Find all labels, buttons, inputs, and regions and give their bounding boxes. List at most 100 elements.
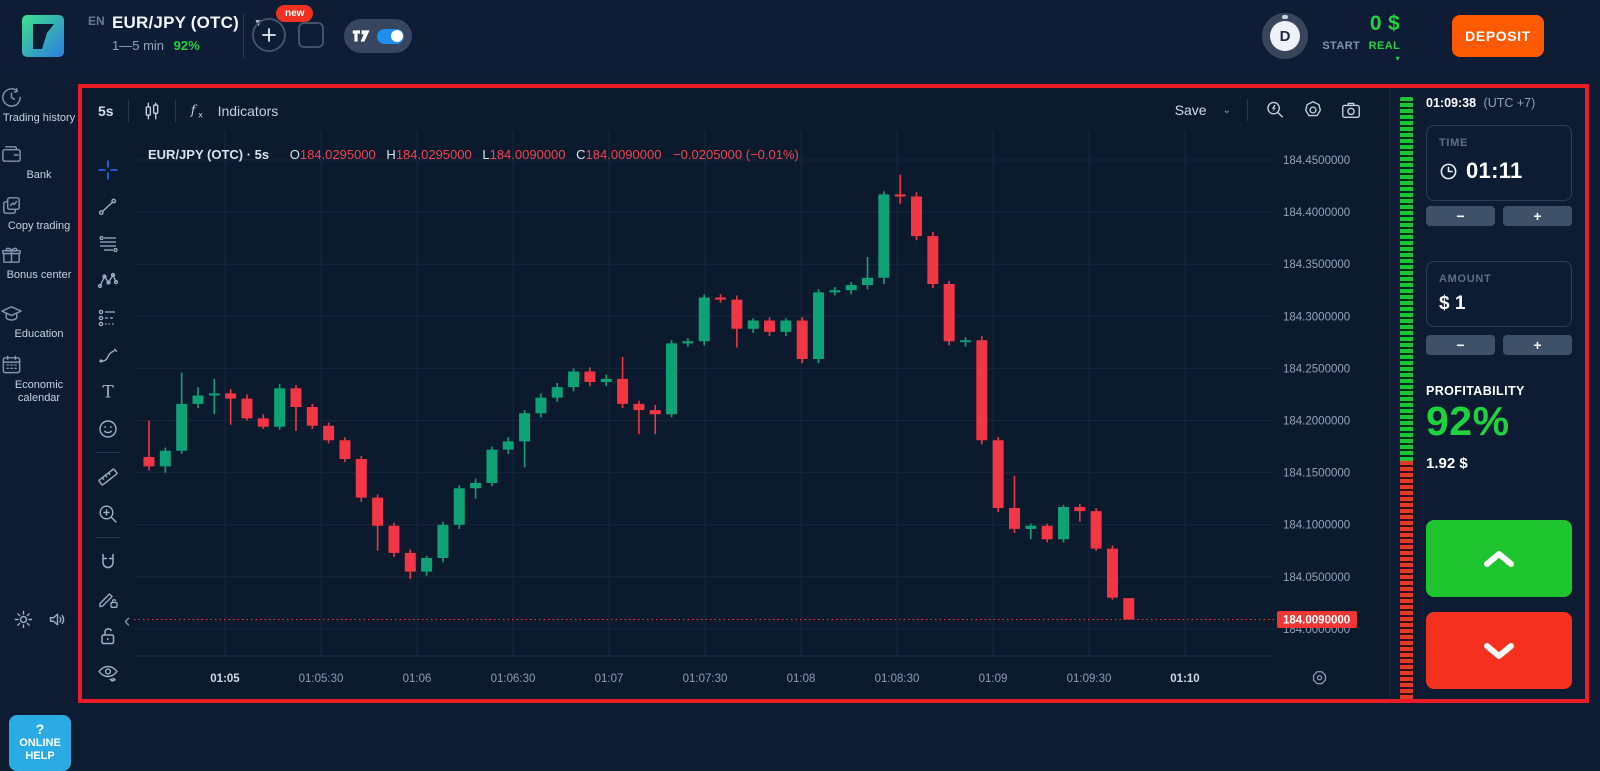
- toolbar-collapse-chevron[interactable]: ‹: [124, 611, 131, 632]
- ruler-tool-button[interactable]: [90, 458, 126, 495]
- svg-text:01:10: 01:10: [1170, 673, 1199, 685]
- sound-button[interactable]: [47, 609, 68, 630]
- tradingview-chart-toggle[interactable]: [344, 19, 412, 53]
- svg-text:01:08: 01:08: [787, 673, 816, 685]
- timescale-settings-button[interactable]: [1310, 669, 1329, 688]
- sidebar-item-bank[interactable]: Bank: [0, 143, 78, 182]
- crosshair-tool-button[interactable]: [90, 151, 126, 188]
- chart-settings-button[interactable]: [1302, 99, 1324, 121]
- legend-high-value: 184.0295000: [395, 147, 472, 162]
- magnet-tool-button[interactable]: [90, 543, 126, 580]
- time-decrease-button[interactable]: −: [1426, 206, 1495, 226]
- amount-decrease-button[interactable]: −: [1426, 335, 1495, 355]
- account-switcher[interactable]: 0 $ START REAL ▾: [1320, 12, 1400, 64]
- topbar-divider: [243, 14, 244, 58]
- ohlc-legend[interactable]: EUR/JPY (OTC) · 5s O184.0295000 H184.029…: [148, 147, 799, 162]
- legend-high-label: H: [386, 147, 396, 162]
- time-card[interactable]: TIME 01:11: [1426, 125, 1572, 201]
- avatar[interactable]: D: [1262, 13, 1308, 59]
- xabcd-pattern-icon: [97, 272, 119, 288]
- amount-increase-button[interactable]: +: [1503, 335, 1572, 355]
- save-button[interactable]: Save: [1174, 102, 1207, 118]
- svg-text:01:05: 01:05: [210, 673, 240, 685]
- svg-text:01:09:30: 01:09:30: [1067, 673, 1112, 685]
- brush-icon: [99, 348, 118, 363]
- forecast-tool-button[interactable]: [90, 299, 126, 336]
- help-label-line1: ONLINE: [19, 737, 61, 749]
- settings-hexagon-icon: [1304, 101, 1322, 117]
- sidebar: Trading history Bank Copy trading Bonus …: [0, 72, 78, 771]
- profitability-value: 92%: [1426, 398, 1510, 444]
- app-logo[interactable]: [22, 15, 64, 57]
- forecast-icon: [98, 309, 115, 326]
- zoom-in-tool-button[interactable]: [90, 495, 126, 532]
- online-help-button[interactable]: ? ONLINE HELP: [9, 715, 71, 771]
- camera-icon: [1342, 102, 1360, 119]
- hide-drawings-tool-button[interactable]: [90, 654, 126, 691]
- svg-text:184.4500000: 184.4500000: [1283, 155, 1350, 167]
- save-chevron-down-icon[interactable]: ⌄: [1222, 104, 1231, 116]
- settings-button[interactable]: [13, 609, 34, 630]
- emoji-tool-button[interactable]: [90, 410, 126, 447]
- interval-button[interactable]: 5s: [98, 103, 114, 119]
- put-down-button[interactable]: [1426, 612, 1572, 689]
- pattern-tool-button[interactable]: [90, 262, 126, 299]
- svg-text:01:07:30: 01:07:30: [683, 673, 728, 685]
- screenshot-button[interactable]: [1340, 99, 1362, 121]
- chart-type-button[interactable]: [141, 100, 163, 122]
- trade-panel: 01:09:38 (UTC +7) TIME 01:11 − + AMOUNT …: [1390, 85, 1588, 703]
- zoom-in-icon: [99, 504, 117, 523]
- settings-octagon-icon: [1312, 671, 1327, 685]
- pair-selector[interactable]: EUR/JPY (OTC) ▼ 1—5 min 92%: [112, 13, 263, 53]
- deposit-button[interactable]: DEPOSIT: [1452, 15, 1544, 57]
- time-increase-button[interactable]: +: [1503, 206, 1572, 226]
- lock-open-icon: [101, 627, 115, 644]
- pair-name: EUR/JPY (OTC): [112, 13, 239, 32]
- server-time-zone: (UTC +7): [1483, 96, 1536, 110]
- crosshair-icon: [98, 159, 118, 180]
- sidebar-item-label: Bonus center: [6, 269, 72, 281]
- legend-close-label: C: [576, 147, 586, 162]
- add-asset-button[interactable]: [252, 18, 286, 52]
- amount-card[interactable]: AMOUNT $ 1: [1426, 261, 1572, 327]
- profitability-label: PROFITABILITY: [1426, 384, 1525, 398]
- drawing-lock-tool-button[interactable]: [90, 580, 126, 617]
- brush-tool-button[interactable]: [90, 336, 126, 373]
- chevron-up-icon: [1484, 550, 1514, 567]
- text-tool-button[interactable]: T: [90, 373, 126, 410]
- svg-text:f: f: [189, 104, 197, 119]
- lock-all-tool-button[interactable]: [90, 617, 126, 654]
- time-stepper: − +: [1426, 206, 1572, 226]
- indicators-button[interactable]: f x Indicators: [188, 100, 278, 122]
- legend-low-value: 184.0090000: [489, 147, 566, 162]
- sidebar-item-education[interactable]: Education: [0, 302, 78, 341]
- chart-region: 184.4500000 184.4000000 184.3500000 184.300…: [78, 85, 1390, 702]
- quick-search-button[interactable]: [1264, 99, 1286, 121]
- sidebar-item-trading-history[interactable]: Trading history: [0, 86, 78, 125]
- sidebar-item-bonus-center[interactable]: Bonus center: [0, 243, 78, 282]
- trendline-tool-button[interactable]: [90, 188, 126, 225]
- candlestick-chart[interactable]: 184.4500000 184.4000000 184.3500000 184.300…: [78, 85, 1390, 702]
- search-lightning-icon: [1267, 101, 1284, 118]
- emoji-icon: [99, 419, 117, 438]
- history-icon: [2, 87, 21, 107]
- legend-change: −0.0205000 (−0.01%): [673, 147, 799, 162]
- sentiment-up-segment: [1400, 97, 1413, 461]
- trend-line-icon: [98, 198, 117, 215]
- sidebar-item-economic-calendar[interactable]: Economic calendar: [0, 353, 78, 404]
- svg-text:01:06: 01:06: [403, 673, 432, 685]
- amount-label: AMOUNT: [1439, 273, 1492, 285]
- toolbar-divider: [127, 100, 129, 122]
- speaker-icon: [49, 613, 65, 626]
- toolbar-divider: [1247, 99, 1248, 121]
- eye-draw-icon: [98, 665, 118, 682]
- toolbar-divider: [96, 537, 120, 538]
- sentiment-down-segment: [1400, 460, 1413, 703]
- language-label[interactable]: EN: [88, 14, 105, 28]
- square-outline-button[interactable]: [298, 22, 324, 48]
- horizontal-lines-tool-button[interactable]: [90, 225, 126, 262]
- call-up-button[interactable]: [1426, 520, 1572, 597]
- sidebar-item-copy-trading[interactable]: Copy trading: [0, 194, 78, 233]
- svg-text:184.3000000: 184.3000000: [1283, 311, 1350, 323]
- gift-icon: [2, 247, 21, 263]
